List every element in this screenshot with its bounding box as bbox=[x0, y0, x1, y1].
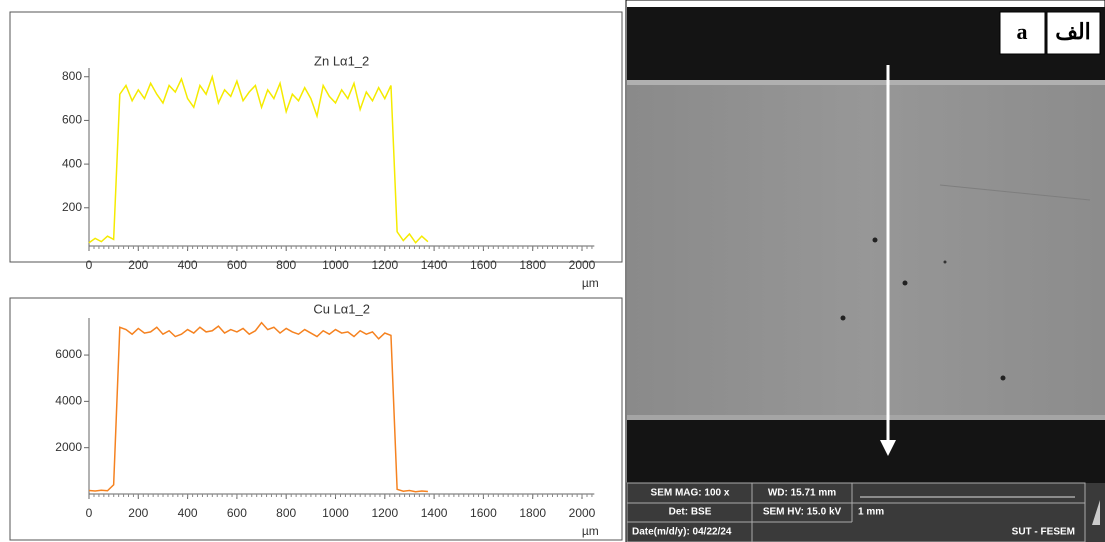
panel-label: a bbox=[1017, 19, 1028, 44]
x-tick-label: 2000 bbox=[569, 506, 596, 520]
x-tick-label: 1000 bbox=[322, 258, 349, 272]
sem-image bbox=[627, 7, 1105, 483]
scan-arrowhead bbox=[880, 440, 896, 456]
pore bbox=[1000, 375, 1006, 381]
x-tick-label: 400 bbox=[178, 506, 198, 520]
chart: Cu Lα1_2 0 200 400 600 800 1000 1200 1400 1600 180… bbox=[9, 297, 623, 541]
x-tick-label: 1400 bbox=[421, 258, 448, 272]
x-tick-label: 1400 bbox=[421, 506, 448, 520]
pore bbox=[840, 315, 846, 321]
info-hv: SEM HV: 15.0 kV bbox=[763, 507, 842, 518]
chart-title: Zn Lα1_2 bbox=[314, 53, 369, 68]
pore bbox=[872, 237, 878, 243]
x-tick-label: 1200 bbox=[371, 506, 398, 520]
x-tick-label: 2000 bbox=[569, 258, 596, 272]
info-det: Det: BSE bbox=[669, 507, 712, 518]
x-tick-label: 1800 bbox=[519, 506, 546, 520]
chart-frame bbox=[9, 11, 623, 263]
info-border bbox=[626, 482, 1086, 542]
panel-label-persian: الف bbox=[1055, 19, 1091, 44]
chart-title: Cu Lα1_2 bbox=[313, 301, 370, 316]
right-frame bbox=[625, 0, 1105, 542]
pore bbox=[943, 260, 947, 264]
y-tick-label: 6000 bbox=[55, 347, 82, 361]
y-tick-label: 800 bbox=[62, 69, 82, 83]
y-tick-label: 600 bbox=[62, 113, 82, 127]
x-unit: µm bbox=[582, 524, 599, 538]
sem-sample bbox=[627, 80, 1105, 420]
label-box bbox=[1046, 11, 1101, 55]
x-tick-label: 800 bbox=[276, 506, 296, 520]
y-tick-label: 2000 bbox=[55, 440, 82, 454]
scratch bbox=[939, 184, 1091, 201]
panel-a-label: a الف bbox=[999, 11, 1101, 55]
x-tick-label: 0 bbox=[86, 506, 93, 520]
data-line bbox=[88, 74, 429, 244]
info-wd: WD: 15.71 mm bbox=[768, 488, 836, 499]
x-tick-label: 600 bbox=[227, 506, 247, 520]
x-tick-label: 200 bbox=[128, 506, 148, 520]
x-tick-label: 1600 bbox=[470, 258, 497, 272]
y-tick-label: 400 bbox=[62, 156, 82, 170]
info-scale: 1 mm bbox=[858, 507, 884, 518]
logo bbox=[1092, 500, 1100, 525]
y-tick-label: 200 bbox=[62, 200, 82, 214]
x-tick-label: 0 bbox=[86, 258, 93, 272]
info-lab: SUT - FESEM bbox=[1012, 527, 1075, 538]
data-line bbox=[88, 321, 428, 493]
info-bg bbox=[627, 483, 1105, 542]
x-tick-label: 600 bbox=[227, 258, 247, 272]
x-tick-label: 1200 bbox=[371, 258, 398, 272]
pore bbox=[902, 280, 908, 286]
info-date: Date(m/d/y): 04/22/24 bbox=[632, 527, 732, 538]
x-tick-label: 200 bbox=[128, 258, 148, 272]
sem-edge bbox=[627, 415, 1105, 420]
x-tick-label: 1800 bbox=[519, 258, 546, 272]
label-box bbox=[999, 11, 1046, 55]
x-tick-label: 1000 bbox=[322, 506, 349, 520]
chart: Zn Lα1_2 0 200 400 600 800 1000 1200 1400 1600 180… bbox=[9, 11, 623, 290]
x-unit: µm bbox=[582, 276, 599, 290]
chart-frame bbox=[9, 297, 623, 541]
x-tick-label: 800 bbox=[276, 258, 296, 272]
y-tick-label: 4000 bbox=[55, 394, 82, 408]
x-tick-label: 1600 bbox=[470, 506, 497, 520]
info-mag: SEM MAG: 100 x bbox=[651, 488, 730, 499]
sem-info-bar: SEM MAG: 100 x WD: 15.71 mm Det: BSE SEM… bbox=[626, 482, 1105, 542]
x-tick-label: 400 bbox=[178, 258, 198, 272]
sem-edge bbox=[627, 80, 1105, 85]
